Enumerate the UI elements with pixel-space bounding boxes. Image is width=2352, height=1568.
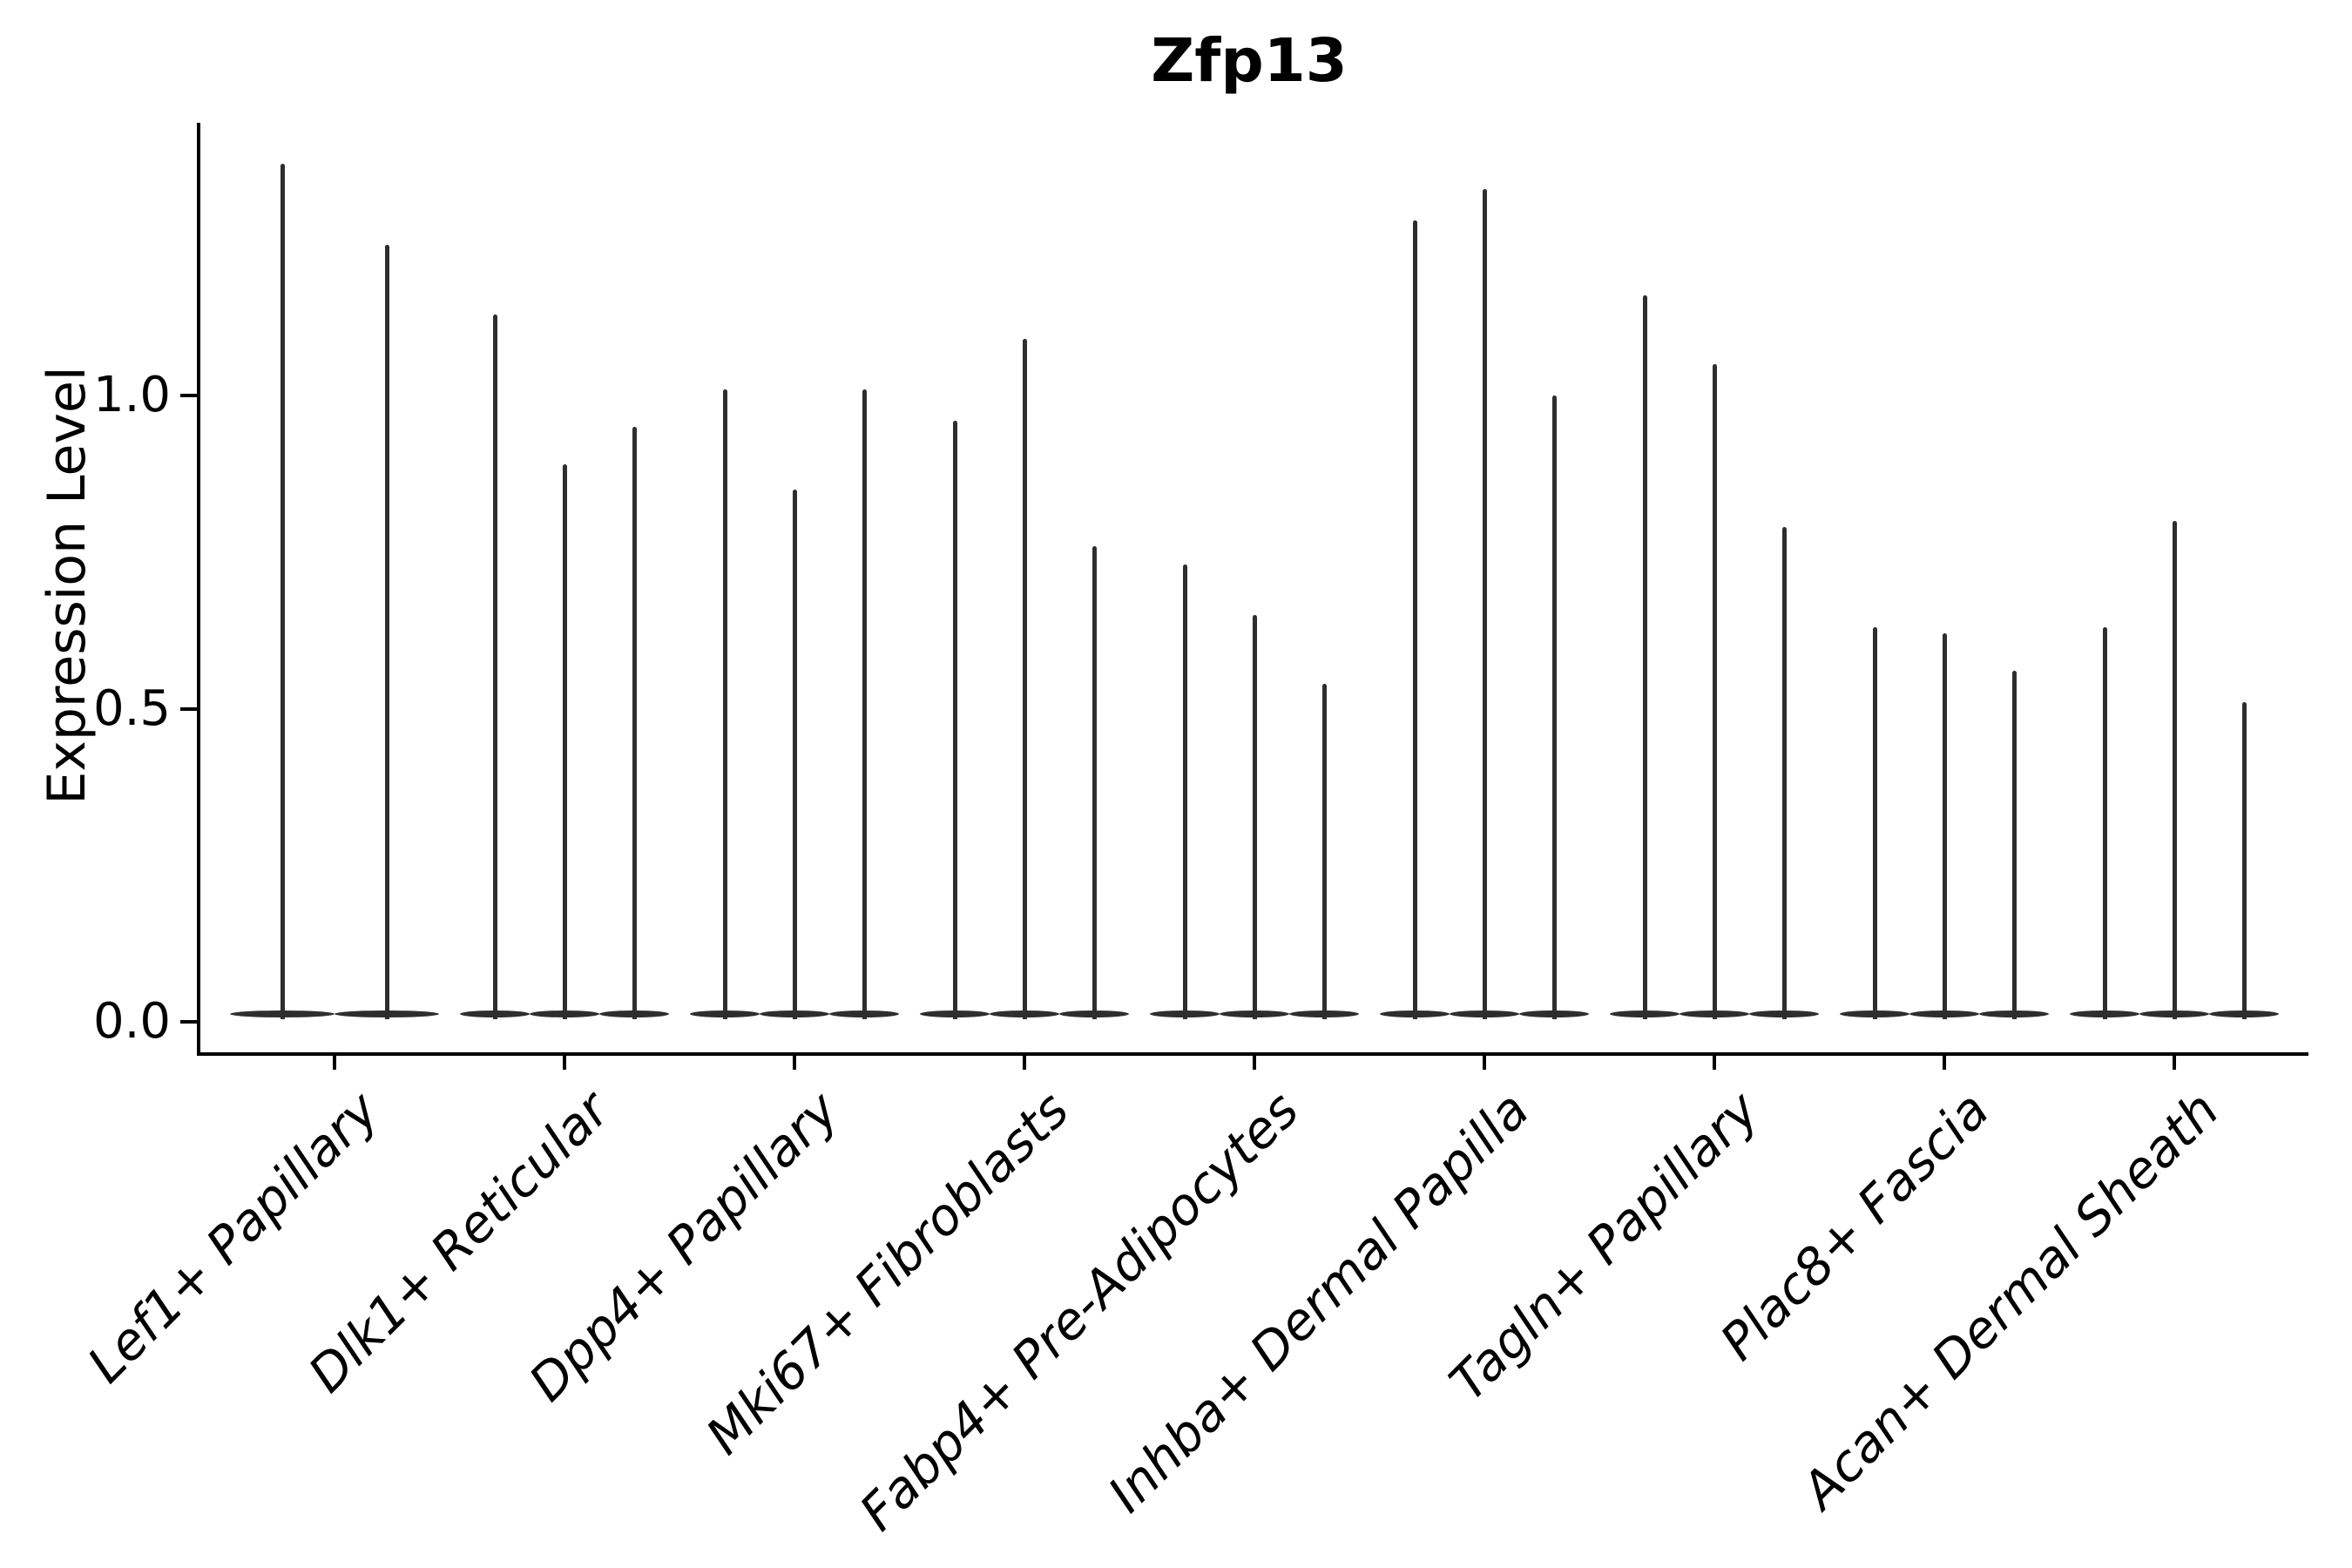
y-tick bbox=[180, 1020, 197, 1024]
violin-needle bbox=[562, 464, 567, 1019]
violin-needle bbox=[280, 163, 285, 1019]
y-tick-label: 0.5 bbox=[92, 679, 171, 737]
x-axis-line bbox=[197, 1052, 2308, 1056]
chart-title: Zfp13 bbox=[1151, 26, 1348, 96]
violin-needle bbox=[1182, 564, 1187, 1019]
violin-needle bbox=[2241, 702, 2247, 1019]
y-axis-label: Expression Level bbox=[37, 366, 98, 805]
violin-needle bbox=[2011, 671, 2017, 1019]
x-tick-label: Inhba+ Dermal Papilla bbox=[1096, 1080, 1541, 1524]
violin-needle bbox=[1482, 188, 1487, 1019]
x-tick bbox=[1713, 1056, 1716, 1070]
x-tick bbox=[793, 1056, 796, 1070]
y-tick bbox=[180, 394, 197, 397]
violin-needle bbox=[1321, 683, 1327, 1019]
violin-needle bbox=[1781, 526, 1787, 1019]
x-tick bbox=[1253, 1056, 1256, 1070]
violin-needle bbox=[1942, 633, 1947, 1019]
y-axis-line bbox=[197, 123, 200, 1056]
violin-needle bbox=[1872, 627, 1877, 1019]
violin-needle bbox=[952, 420, 957, 1019]
violin-needle bbox=[1022, 339, 1027, 1019]
x-tick-label: Fabp4+ Pre-Adipocytes bbox=[848, 1080, 1311, 1543]
y-tick-label: 1.0 bbox=[92, 367, 171, 423]
violin-needle bbox=[1551, 395, 1557, 1019]
violin-needle bbox=[1642, 294, 1647, 1019]
violin-needle bbox=[722, 389, 727, 1019]
x-tick-label: Acan+ Dermal Sheath bbox=[1790, 1080, 2231, 1520]
violin-needle bbox=[384, 245, 389, 1019]
violin-needle bbox=[792, 489, 797, 1019]
x-tick bbox=[1943, 1056, 1946, 1070]
x-tick bbox=[1023, 1056, 1026, 1070]
x-tick bbox=[1483, 1056, 1486, 1070]
violin-needle bbox=[632, 426, 637, 1019]
violin-needle bbox=[1252, 614, 1257, 1019]
y-tick-label: 0.0 bbox=[92, 993, 171, 1050]
violin-needle bbox=[1092, 545, 1097, 1019]
x-tick bbox=[563, 1056, 566, 1070]
violin-needle bbox=[492, 314, 497, 1019]
violin-needle bbox=[1412, 220, 1417, 1019]
violin-needle bbox=[1712, 364, 1717, 1019]
x-tick bbox=[2173, 1056, 2176, 1070]
violin-needle bbox=[862, 389, 867, 1019]
violin-needle bbox=[2102, 627, 2107, 1019]
x-tick bbox=[333, 1056, 336, 1070]
violin-needle bbox=[2172, 520, 2177, 1019]
y-tick bbox=[180, 706, 197, 711]
